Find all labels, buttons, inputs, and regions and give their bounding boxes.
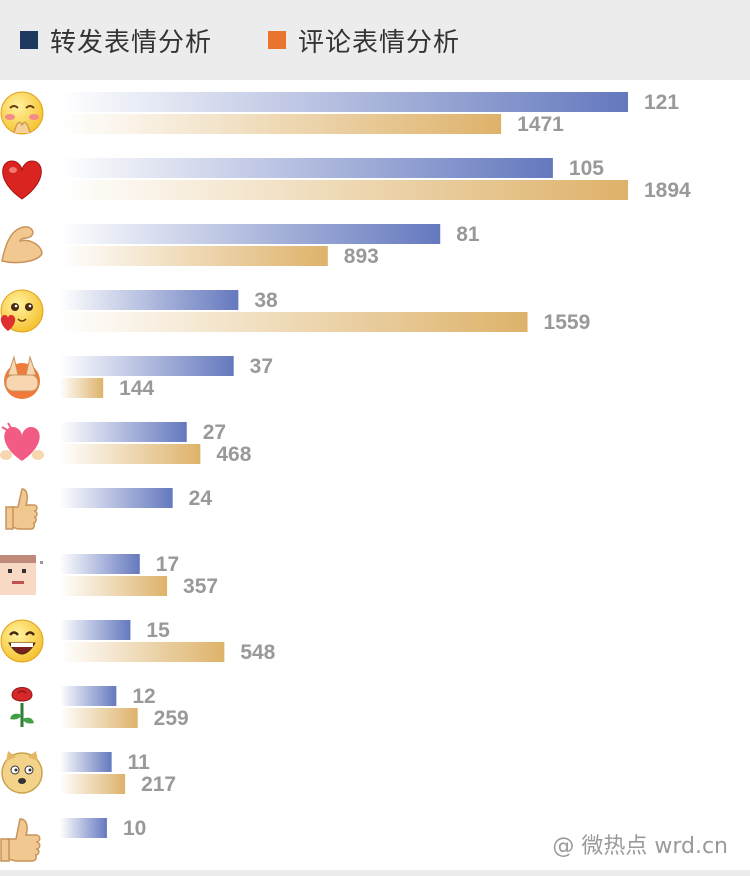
value-label-comment: 1559	[544, 311, 591, 334]
value-label-forward: 121	[644, 91, 679, 114]
bar-comment[interactable]	[60, 642, 225, 662]
bar-comment[interactable]	[60, 774, 126, 794]
bar-forward[interactable]	[60, 620, 131, 640]
value-label-forward: 10	[123, 817, 146, 840]
bar-forward[interactable]	[60, 92, 628, 112]
bar-comment[interactable]	[60, 576, 168, 596]
value-label-forward: 37	[250, 355, 273, 378]
bar-forward[interactable]	[60, 488, 173, 508]
value-label-forward: 38	[254, 289, 278, 312]
legend-item-comment[interactable]: 评论表情分析	[268, 22, 460, 58]
bar-forward[interactable]	[60, 158, 553, 178]
thumbs-up-icon	[5, 488, 38, 530]
doge-icon	[1, 751, 43, 794]
rose-icon	[10, 687, 34, 727]
bar-comment[interactable]	[60, 378, 104, 398]
value-label-comment: 144	[119, 377, 154, 400]
bar-forward[interactable]	[60, 818, 107, 838]
legend: 转发表情分析 评论表情分析	[0, 0, 750, 80]
bar-forward[interactable]	[60, 422, 187, 442]
bar-forward[interactable]	[60, 224, 441, 244]
bar-forward[interactable]	[60, 554, 140, 574]
flexed-biceps-icon	[1, 226, 43, 264]
heart-hands-face-icon	[0, 91, 44, 135]
pixel-character-icon	[0, 555, 43, 595]
value-label-comment: 357	[183, 575, 218, 598]
value-label-forward: 27	[203, 421, 226, 444]
value-label-forward: 24	[189, 487, 213, 510]
bar-comment[interactable]	[60, 114, 502, 134]
bottom-divider	[0, 870, 750, 876]
bar-forward[interactable]	[60, 356, 234, 376]
value-label-forward: 15	[146, 619, 170, 642]
legend-item-forward[interactable]: 转发表情分析	[20, 22, 212, 58]
value-label-comment: 217	[141, 773, 176, 796]
bar-comment[interactable]	[60, 246, 328, 266]
value-label-comment: 259	[154, 707, 189, 730]
bar-comment[interactable]	[60, 444, 201, 464]
value-label-comment: 893	[344, 245, 379, 268]
value-label-comment: 1894	[644, 179, 691, 202]
bar-forward[interactable]	[60, 290, 239, 310]
legend-label-forward: 转发表情分析	[50, 27, 213, 58]
bar-comment[interactable]	[60, 312, 528, 332]
value-label-comment: 1471	[517, 113, 564, 136]
value-label-forward: 12	[132, 685, 155, 708]
legend-swatch-forward	[20, 31, 38, 49]
bar-forward[interactable]	[60, 752, 112, 772]
bar-comment[interactable]	[60, 180, 628, 200]
red-heart-icon	[2, 160, 42, 200]
bar-comment[interactable]	[60, 708, 138, 728]
hands-covering-face-icon	[4, 355, 40, 399]
value-label-forward: 11	[128, 751, 151, 774]
blushing-heart-face-icon	[0, 289, 44, 333]
legend-label-comment: 评论表情分析	[298, 27, 461, 58]
value-label-comment: 468	[216, 443, 251, 466]
legend-swatch-comment	[268, 31, 286, 49]
value-label-forward: 105	[569, 157, 604, 180]
thumbs-up-large-icon	[0, 818, 41, 862]
watermark: @ 微热点 wrd.cn	[552, 834, 728, 859]
value-label-forward: 17	[156, 553, 179, 576]
value-label-comment: 548	[240, 641, 275, 664]
laughing-face-icon	[0, 619, 44, 663]
value-label-forward: 81	[456, 223, 480, 246]
bar-forward[interactable]	[60, 686, 117, 706]
hugging-heart-icon	[0, 422, 44, 461]
